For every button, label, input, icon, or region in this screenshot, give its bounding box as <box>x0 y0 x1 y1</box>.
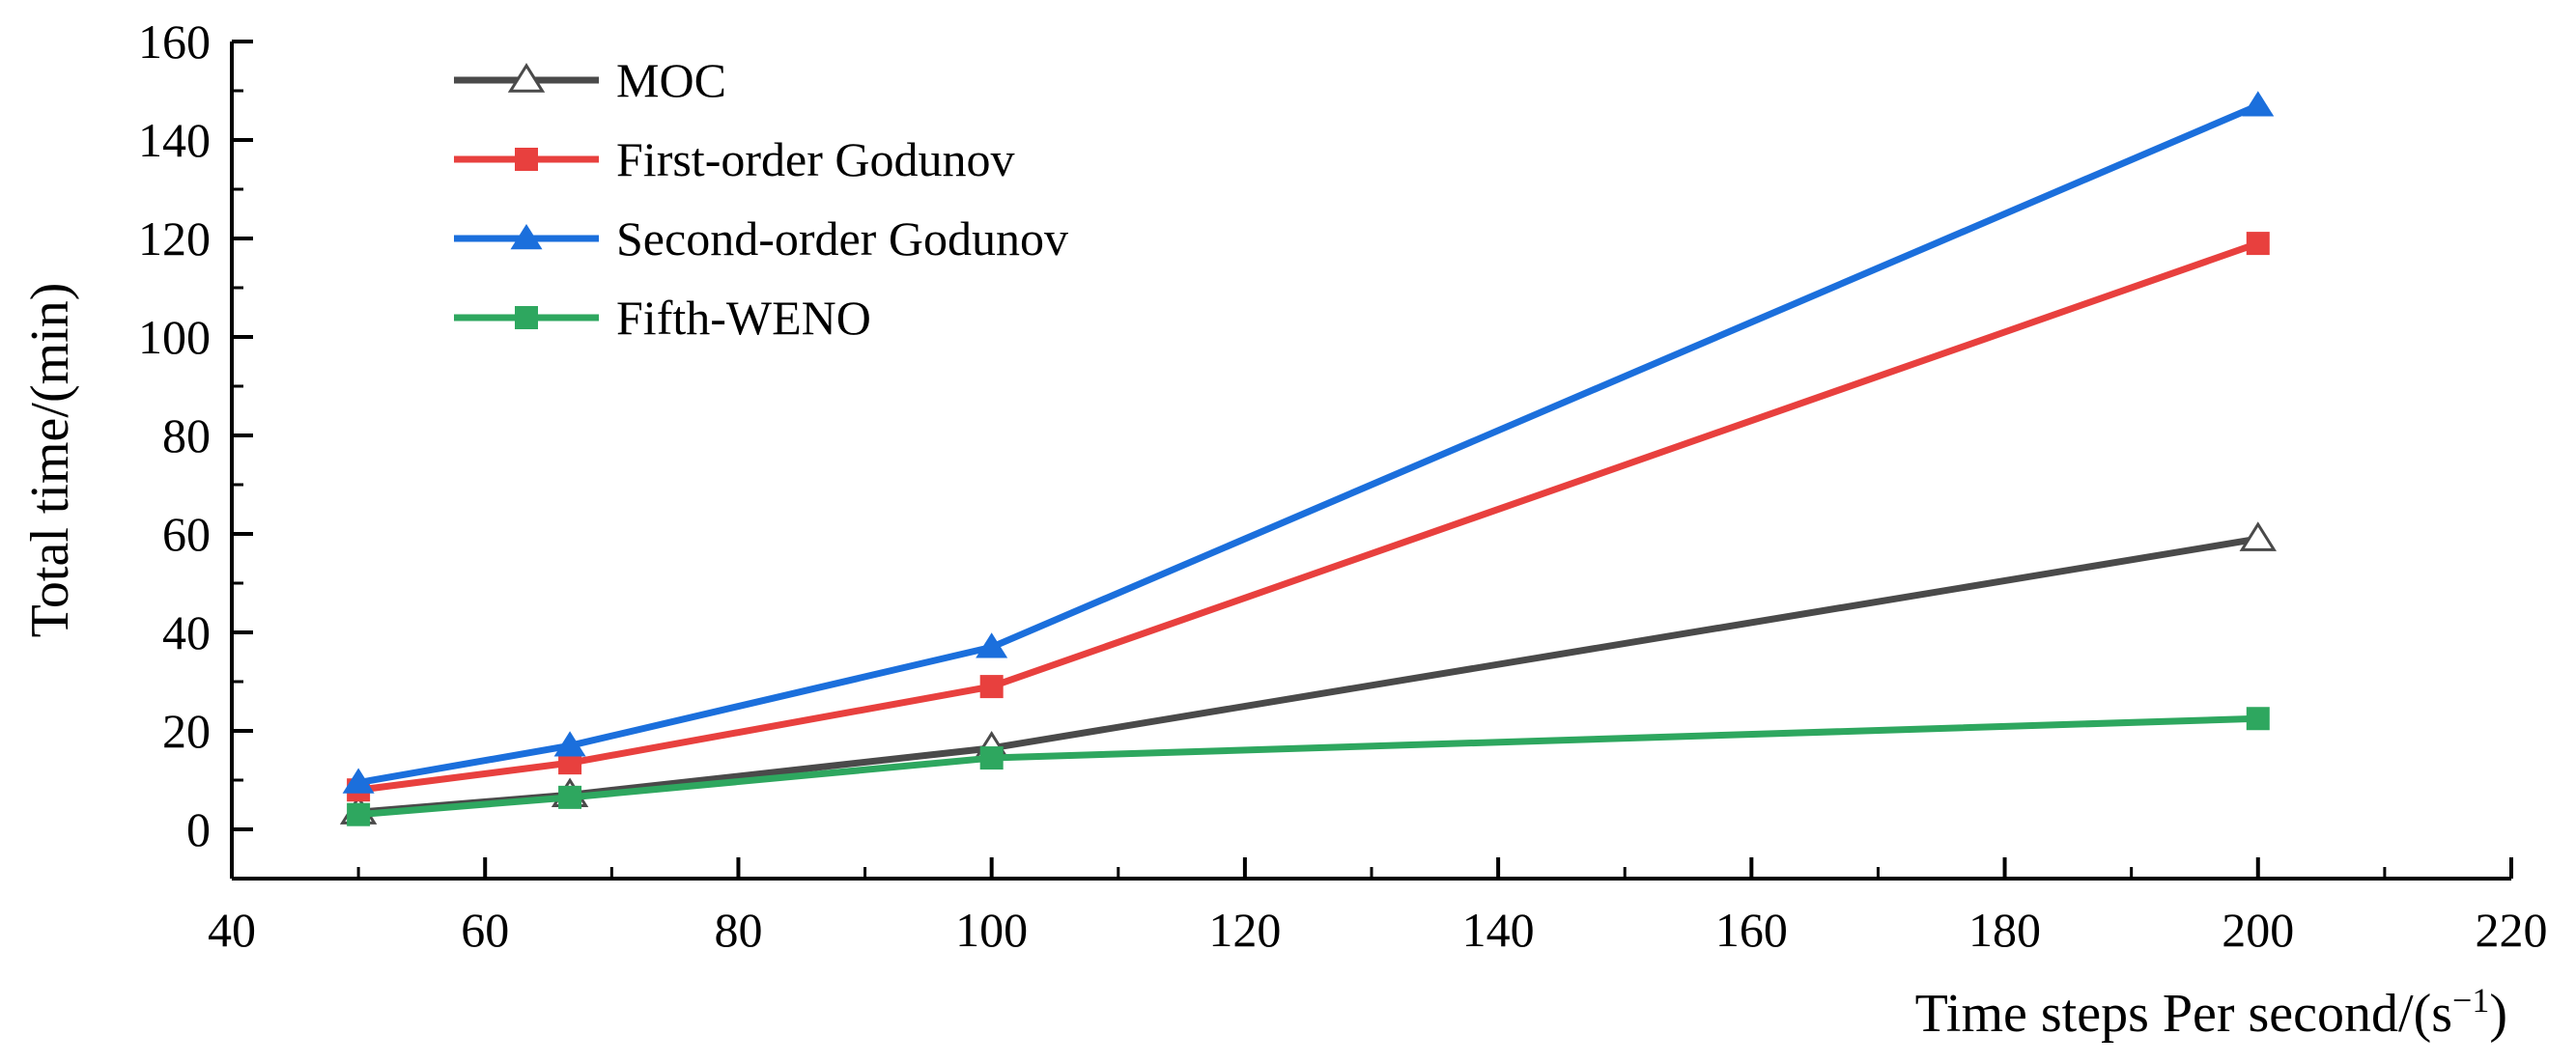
series-line <box>357 102 2260 786</box>
x-tick-label: 120 <box>1208 903 1281 957</box>
legend-label: Fifth-WENO <box>616 291 871 345</box>
legend-label: Second-order Godunov <box>616 211 1068 266</box>
ticks <box>230 40 2513 881</box>
data-point <box>342 768 375 794</box>
series-line <box>357 535 2259 816</box>
x-tick-label: 200 <box>2222 903 2294 957</box>
x-tick-label: 180 <box>1968 903 2041 957</box>
y-tick-label: 60 <box>162 507 211 561</box>
x-axis-title-tail: ) <box>2489 984 2507 1044</box>
data-point <box>553 731 586 757</box>
series-3 <box>347 707 2270 826</box>
data-point <box>976 632 1008 658</box>
x-tick-label: 160 <box>1715 903 1788 957</box>
legend-label: First-order Godunov <box>616 132 1014 186</box>
series-0 <box>339 521 2277 825</box>
series-line <box>357 714 2258 819</box>
y-tick-label: 100 <box>138 310 211 364</box>
data-point <box>347 802 371 826</box>
x-tick-label: 80 <box>714 903 762 957</box>
x-tick-label: 140 <box>1462 903 1535 957</box>
series-line <box>357 239 2259 794</box>
legend-label: MOC <box>616 53 726 107</box>
data-point <box>2246 707 2270 731</box>
data-point <box>979 675 1004 699</box>
legend-marker <box>507 63 546 93</box>
y-tick-label: 140 <box>138 113 211 167</box>
data-point <box>2239 521 2277 551</box>
legend: MOC First-order Godunov Second-order Godun… <box>454 53 1068 345</box>
x-tick-label: 220 <box>2476 903 2548 957</box>
x-axis-title: Time steps Per second/(s−1) <box>1915 981 2507 1044</box>
data-point <box>2246 232 2270 256</box>
legend-entry: First-order Godunov <box>454 132 1014 186</box>
data-point <box>558 785 582 809</box>
y-tick-label: 20 <box>162 704 211 758</box>
y-tick-label: 120 <box>138 211 211 266</box>
data-point <box>2242 91 2275 117</box>
legend-marker <box>515 306 538 329</box>
series-layer <box>339 91 2277 826</box>
y-tick-label: 0 <box>186 802 211 856</box>
x-tick-label: 60 <box>461 903 509 957</box>
legend-entry: Fifth-WENO <box>454 291 871 345</box>
legend-marker <box>510 224 543 250</box>
data-point <box>979 746 1004 770</box>
x-tick-label: 40 <box>208 903 256 957</box>
x-axis-title-superscript: −1 <box>2452 981 2489 1020</box>
legend-entry: Second-order Godunov <box>454 211 1068 266</box>
y-axis-title: Total time/(min) <box>20 283 80 638</box>
y-tick-label: 160 <box>138 14 211 69</box>
x-axis-title-main: Time steps Per second/(s <box>1915 984 2452 1044</box>
legend-entry: MOC <box>454 53 726 107</box>
series-2 <box>342 91 2275 794</box>
y-tick-label: 80 <box>162 408 211 462</box>
legend-marker <box>515 148 538 171</box>
x-tick-label: 100 <box>955 903 1028 957</box>
y-tick-label: 40 <box>162 605 211 659</box>
tick-labels: 40 60 80 100 120 140 160 180 200 220 0 20 40 60 80 100 1… <box>138 14 2548 957</box>
